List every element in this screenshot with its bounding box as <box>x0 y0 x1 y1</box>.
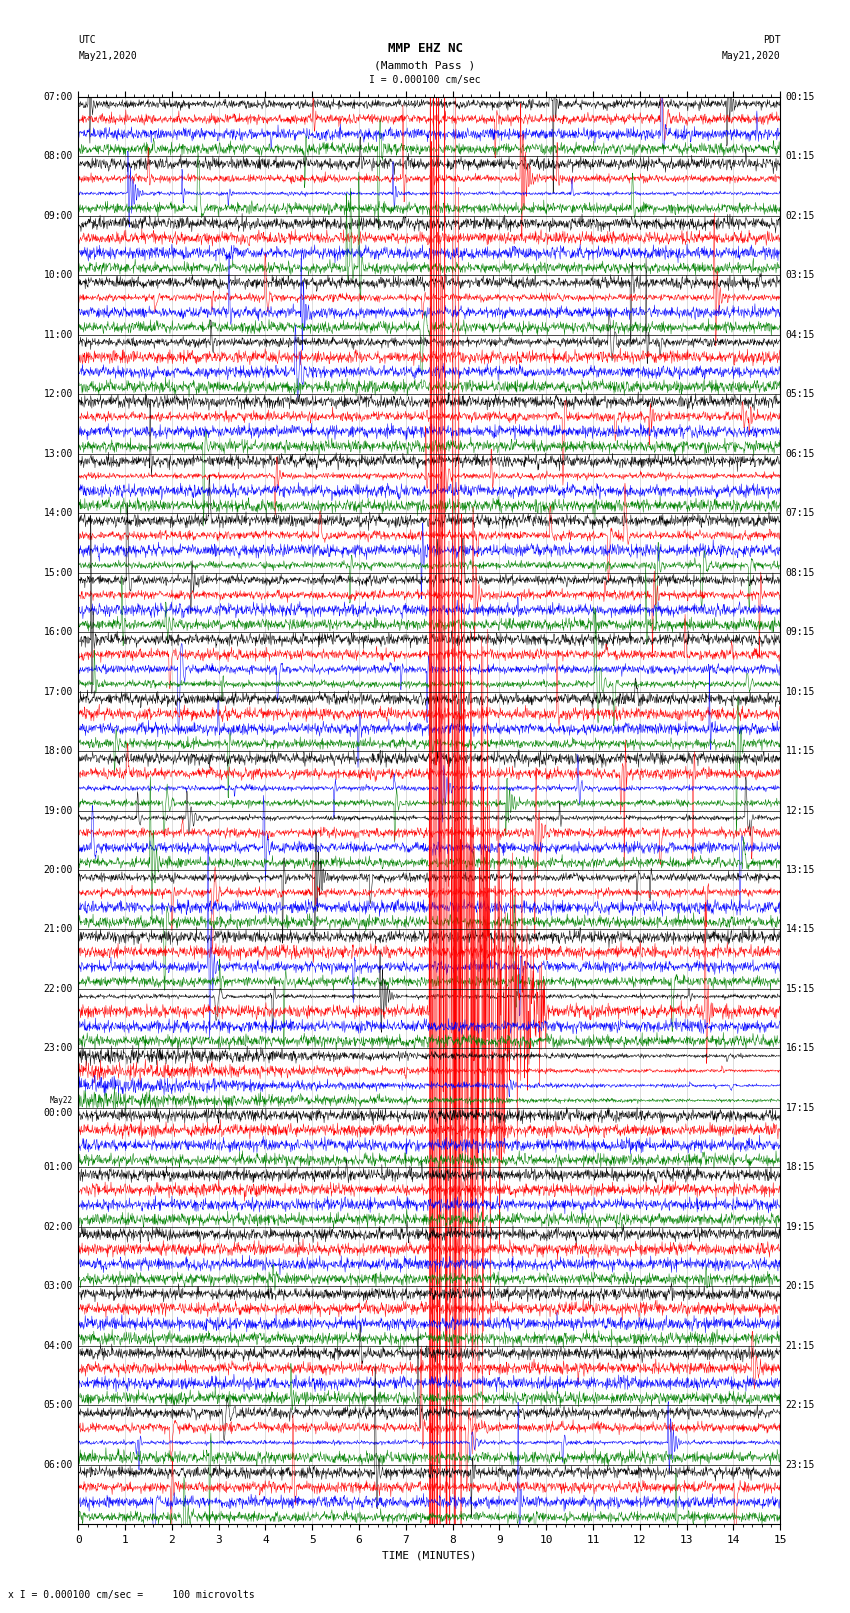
Text: 20:15: 20:15 <box>785 1281 815 1292</box>
Text: 02:15: 02:15 <box>785 211 815 221</box>
Text: 22:00: 22:00 <box>43 984 73 994</box>
Text: 19:15: 19:15 <box>785 1223 815 1232</box>
Text: 09:00: 09:00 <box>43 211 73 221</box>
Text: May21,2020: May21,2020 <box>78 52 137 61</box>
Text: 11:00: 11:00 <box>43 329 73 340</box>
Text: 02:00: 02:00 <box>43 1223 73 1232</box>
Text: 14:15: 14:15 <box>785 924 815 934</box>
Text: 15:00: 15:00 <box>43 568 73 577</box>
Text: May22: May22 <box>50 1095 73 1105</box>
Text: 12:00: 12:00 <box>43 389 73 398</box>
Text: 05:15: 05:15 <box>785 389 815 398</box>
Text: 15:15: 15:15 <box>785 984 815 994</box>
Text: 04:00: 04:00 <box>43 1340 73 1350</box>
Text: 16:00: 16:00 <box>43 627 73 637</box>
Text: 21:00: 21:00 <box>43 924 73 934</box>
Text: 08:00: 08:00 <box>43 152 73 161</box>
Text: 10:00: 10:00 <box>43 271 73 281</box>
Text: 00:15: 00:15 <box>785 92 815 102</box>
Text: 13:15: 13:15 <box>785 865 815 874</box>
Text: 07:00: 07:00 <box>43 92 73 102</box>
Text: 09:15: 09:15 <box>785 627 815 637</box>
Text: PDT: PDT <box>762 35 780 45</box>
Text: 07:15: 07:15 <box>785 508 815 518</box>
Text: 14:00: 14:00 <box>43 508 73 518</box>
Text: 16:15: 16:15 <box>785 1044 815 1053</box>
Text: 23:00: 23:00 <box>43 1044 73 1053</box>
Text: 22:15: 22:15 <box>785 1400 815 1410</box>
Text: 18:00: 18:00 <box>43 747 73 756</box>
Text: 03:00: 03:00 <box>43 1281 73 1292</box>
Text: 08:15: 08:15 <box>785 568 815 577</box>
Text: 06:15: 06:15 <box>785 448 815 458</box>
Text: 01:15: 01:15 <box>785 152 815 161</box>
Text: 00:00: 00:00 <box>43 1108 73 1118</box>
Text: 20:00: 20:00 <box>43 865 73 874</box>
Text: x I = 0.000100 cm/sec =     100 microvolts: x I = 0.000100 cm/sec = 100 microvolts <box>8 1590 255 1600</box>
Text: 05:00: 05:00 <box>43 1400 73 1410</box>
Text: May21,2020: May21,2020 <box>722 52 780 61</box>
Text: 18:15: 18:15 <box>785 1163 815 1173</box>
Text: 06:00: 06:00 <box>43 1460 73 1469</box>
X-axis label: TIME (MINUTES): TIME (MINUTES) <box>382 1550 477 1560</box>
Text: MMP EHZ NC: MMP EHZ NC <box>388 42 462 55</box>
Text: 10:15: 10:15 <box>785 687 815 697</box>
Text: 13:00: 13:00 <box>43 448 73 458</box>
Text: 23:15: 23:15 <box>785 1460 815 1469</box>
Text: 11:15: 11:15 <box>785 747 815 756</box>
Text: 03:15: 03:15 <box>785 271 815 281</box>
Text: 19:00: 19:00 <box>43 805 73 816</box>
Text: 01:00: 01:00 <box>43 1163 73 1173</box>
Text: 12:15: 12:15 <box>785 805 815 816</box>
Text: 17:15: 17:15 <box>785 1103 815 1113</box>
Text: 17:00: 17:00 <box>43 687 73 697</box>
Text: UTC: UTC <box>78 35 96 45</box>
Text: 04:15: 04:15 <box>785 329 815 340</box>
Text: (Mammoth Pass ): (Mammoth Pass ) <box>374 61 476 71</box>
Text: I = 0.000100 cm/sec: I = 0.000100 cm/sec <box>369 76 481 85</box>
Text: 21:15: 21:15 <box>785 1340 815 1350</box>
